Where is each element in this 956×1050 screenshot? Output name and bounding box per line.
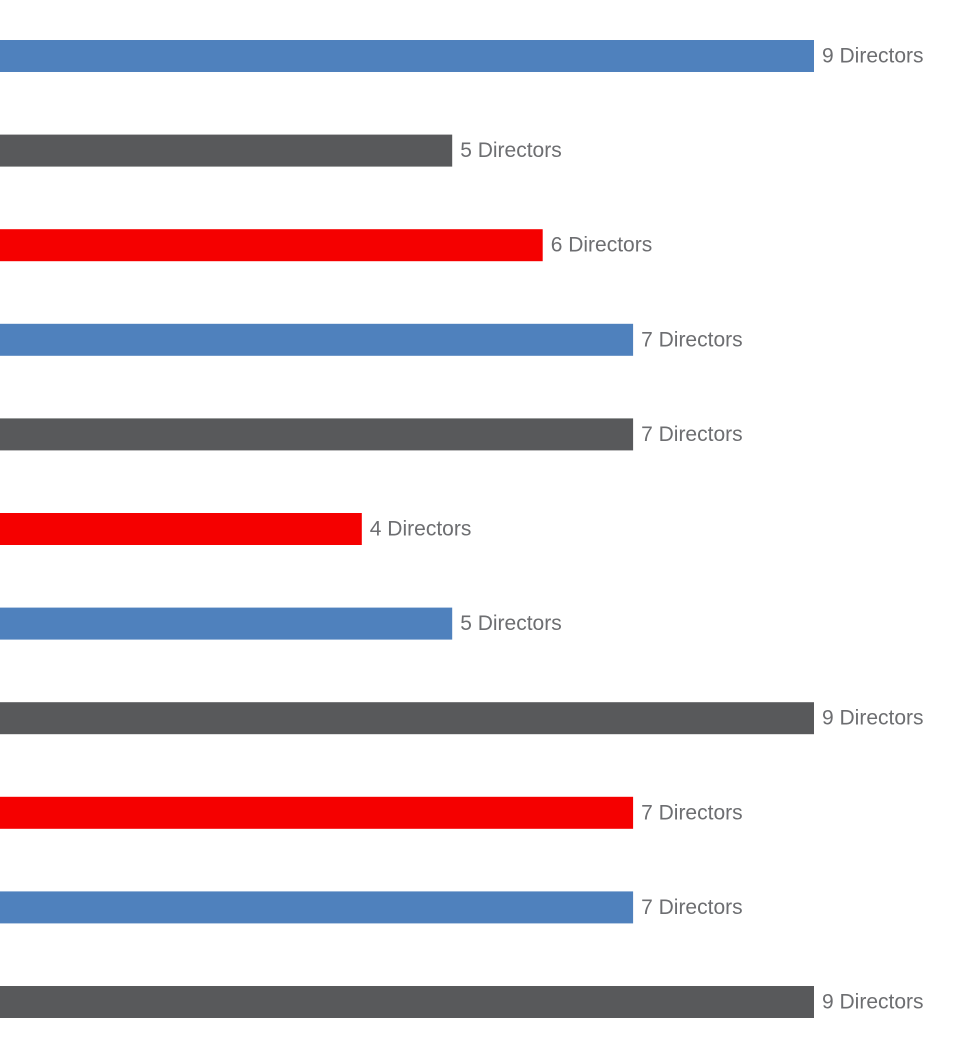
bar-label-1: 9 Directors <box>822 45 924 68</box>
bar-label-8: 9 Directors <box>822 707 924 730</box>
bar-7 <box>0 607 453 640</box>
bar-label-4: 7 Directors <box>641 328 743 351</box>
bar-11 <box>0 986 814 1018</box>
bar-10 <box>0 891 634 924</box>
bar-label-6: 4 Directors <box>370 518 472 541</box>
bar-6 <box>0 513 362 545</box>
bar-1 <box>0 40 814 72</box>
bar-4 <box>0 323 634 356</box>
bar-9 <box>0 796 634 829</box>
bar-label-7: 5 Directors <box>460 612 562 635</box>
bar-label-11: 9 Directors <box>822 991 924 1014</box>
bar-5 <box>0 418 634 451</box>
bar-3 <box>0 229 543 262</box>
bar-label-5: 7 Directors <box>641 423 743 446</box>
bar-label-3: 6 Directors <box>551 234 653 257</box>
bar-label-10: 7 Directors <box>641 896 743 919</box>
bar-label-2: 5 Directors <box>460 139 562 162</box>
bar-8 <box>0 702 814 735</box>
bar-label-9: 7 Directors <box>641 801 743 824</box>
bar-2 <box>0 134 453 167</box>
